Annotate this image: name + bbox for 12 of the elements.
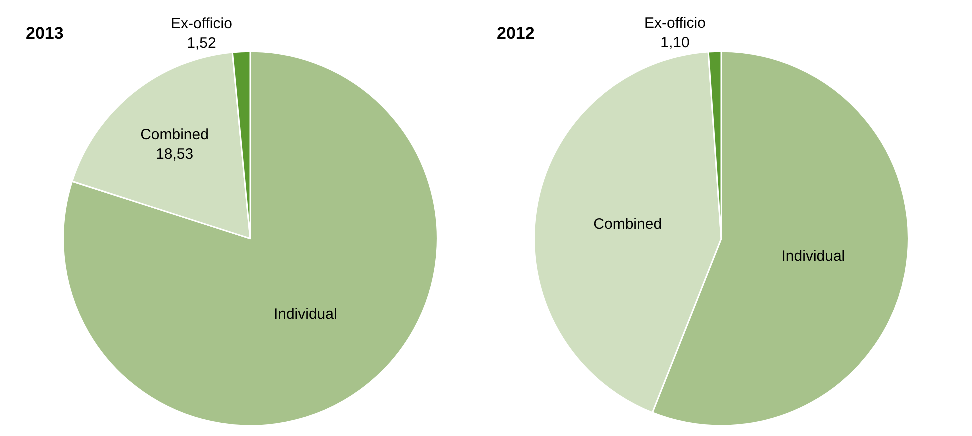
slice-label: Ex-officio	[644, 15, 706, 32]
slice-label: Ex-officio	[171, 15, 232, 32]
data-label: 1,52	[187, 34, 216, 52]
slice-label: Individual	[782, 248, 846, 265]
pie-slice	[62, 50, 438, 427]
chart-title: 2012	[497, 24, 535, 43]
slice-label: Combined	[140, 126, 209, 144]
data-label: 18,53	[156, 146, 194, 163]
slice-label: Combined	[594, 216, 662, 233]
data-label: 1,10	[660, 34, 690, 52]
chart-title: 2013	[26, 24, 64, 43]
slice-label: Individual	[274, 306, 338, 323]
